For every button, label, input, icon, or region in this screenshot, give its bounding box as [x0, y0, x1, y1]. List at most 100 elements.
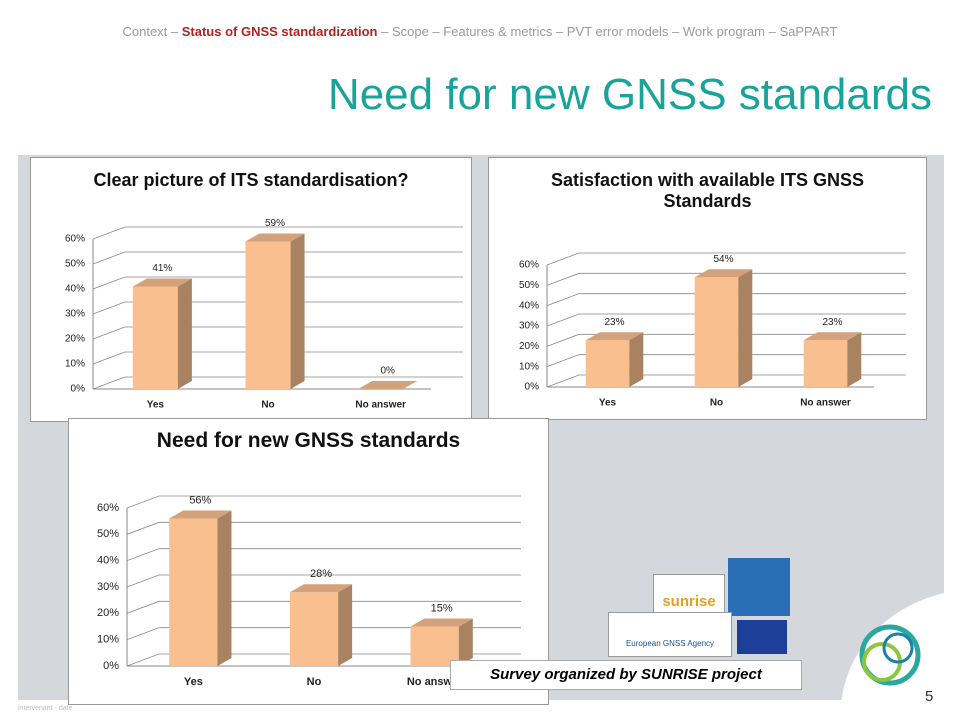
- slide-title: Need for new GNSS standards: [327, 70, 932, 119]
- chart: 0% 10% 20% 30% 40% 50% 60% 23% Yes 54% No 23% No ans…: [519, 252, 906, 409]
- x-tick-label: No: [710, 398, 723, 409]
- chart: 0% 10% 20% 30% 40% 50% 60% 41% Yes 59% No 0% No answ…: [65, 218, 463, 411]
- value-label: 23%: [604, 317, 624, 328]
- bar-top: [358, 381, 418, 389]
- value-label: 54%: [713, 254, 733, 265]
- x-tick-label: Yes: [184, 676, 203, 688]
- x-tick-label: No: [307, 676, 322, 688]
- x-tick-label: No answer: [800, 398, 851, 409]
- bar: [289, 584, 353, 666]
- y-tick-label: 30%: [519, 321, 539, 332]
- grid-line: [92, 351, 463, 365]
- bar-top: [289, 584, 353, 593]
- y-tick-label: 20%: [97, 607, 119, 619]
- value-label: 15%: [431, 602, 453, 614]
- bar: [169, 510, 232, 666]
- x-tick-label: No: [261, 400, 274, 411]
- bar-top: [585, 332, 644, 341]
- y-tick-label: 40%: [519, 300, 539, 311]
- grid-line: [92, 226, 463, 240]
- grid-line: [546, 313, 906, 327]
- bar-top: [132, 278, 192, 287]
- bar-top: [803, 332, 862, 341]
- bar-side: [458, 618, 473, 666]
- value-label: 0%: [380, 366, 395, 377]
- grid-line: [126, 521, 521, 535]
- chart-box: Satisfaction with available ITS GNSS Sta…: [488, 157, 927, 420]
- nav-item: Context –: [122, 24, 182, 39]
- value-label: 59%: [265, 218, 285, 229]
- bar-top: [245, 233, 305, 242]
- x-tick-label: Yes: [147, 400, 165, 411]
- bar: [358, 381, 418, 389]
- caption: Survey organized by SUNRISE project: [450, 660, 802, 690]
- bar: [694, 269, 753, 387]
- bar-side: [847, 332, 862, 387]
- bar-side: [290, 233, 305, 389]
- logo-text: sunrise: [662, 593, 716, 610]
- page-number: 5: [925, 688, 934, 705]
- bar: [585, 332, 644, 387]
- bar-front: [585, 340, 630, 387]
- bar-top: [169, 510, 232, 519]
- logo: sunrise: [653, 574, 725, 616]
- logo: [728, 558, 790, 616]
- grid-line: [546, 354, 906, 368]
- logo-text: European GNSS Agency: [625, 639, 715, 648]
- x-tick-label: No answer: [355, 400, 406, 411]
- footer: intervenant - date: [18, 705, 73, 712]
- chart: 0% 10% 20% 30% 40% 50% 60% 56% Yes 28% No 15% No ans…: [97, 494, 521, 688]
- grid-line: [92, 326, 463, 340]
- chart-title: Need for new GNSS standards: [156, 429, 461, 452]
- nav: Context – Status of GNSS standardization…: [0, 24, 960, 39]
- y-tick-label: 50%: [97, 528, 119, 540]
- chart-box: Need for new GNSS standards 0% 10% 20% 30% 40…: [68, 418, 549, 705]
- bar-front: [245, 241, 291, 389]
- y-tick-label: 30%: [97, 581, 119, 593]
- grid-line: [126, 653, 521, 667]
- eu-flag: [737, 620, 787, 654]
- bar-front: [169, 518, 218, 666]
- grid-line: [546, 374, 906, 388]
- grid-line: [92, 376, 463, 390]
- bar: [803, 332, 862, 387]
- logo: European GNSS Agency: [608, 612, 732, 657]
- y-tick-label: 0%: [103, 660, 119, 672]
- bar-front: [289, 592, 339, 666]
- grid-line: [92, 301, 463, 315]
- bar-front: [410, 626, 459, 666]
- corner-decoration: [840, 590, 960, 720]
- value-label: 28%: [310, 568, 332, 580]
- value-label: 56%: [189, 494, 211, 506]
- grid-line: [546, 293, 906, 307]
- y-tick-label: 60%: [97, 502, 119, 514]
- chart-title: Clear picture of ITS standardisation?: [93, 170, 409, 190]
- y-tick-label: 10%: [65, 359, 85, 370]
- y-tick-label: 50%: [65, 259, 85, 270]
- bar-side: [629, 332, 644, 387]
- x-tick-label: Yes: [599, 398, 617, 409]
- grid-line: [126, 627, 521, 641]
- y-tick-label: 0%: [71, 384, 86, 395]
- y-tick-label: 40%: [65, 284, 85, 295]
- y-tick-label: 30%: [65, 309, 85, 320]
- y-tick-label: 20%: [65, 334, 85, 345]
- grid-line: [92, 276, 463, 290]
- chart-title: Satisfaction with available ITS GNSS Sta…: [550, 170, 865, 211]
- y-tick-label: 60%: [65, 234, 85, 245]
- grid-line: [546, 333, 906, 347]
- bar: [245, 233, 305, 389]
- y-tick-label: 10%: [519, 361, 539, 372]
- nav-item-active: Status of GNSS standardization: [181, 24, 378, 39]
- x-tick-label: No answer: [407, 676, 463, 688]
- grid-line: [126, 574, 521, 588]
- y-tick-label: 0%: [525, 382, 540, 393]
- bar-front: [803, 340, 848, 387]
- bar-side: [338, 584, 353, 666]
- value-label: 41%: [152, 263, 172, 274]
- nav-item: – Scope – Features & metrics – PVT error…: [377, 24, 838, 39]
- grid-line: [546, 272, 906, 286]
- grid-line: [126, 548, 521, 562]
- y-tick-label: 40%: [97, 555, 119, 567]
